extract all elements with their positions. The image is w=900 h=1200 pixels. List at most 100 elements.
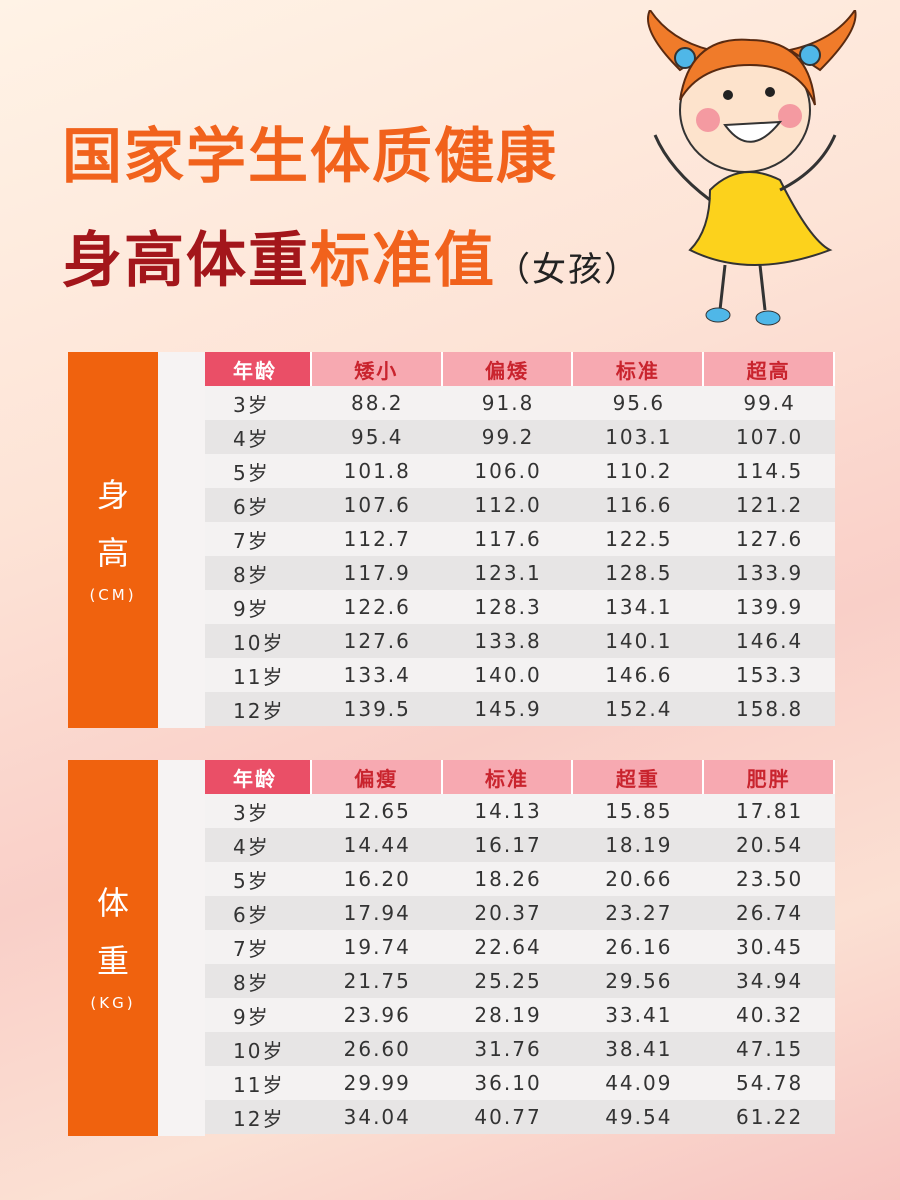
table-cell: 40.32 xyxy=(735,1003,804,1027)
table-cell: 127.6 xyxy=(343,629,411,653)
table-row: 7岁 112.7 117.6 122.5 127.6 xyxy=(205,522,835,556)
table-cell: 22.64 xyxy=(474,935,542,959)
table-cell: 122.6 xyxy=(343,595,411,619)
table-cell: 16.20 xyxy=(343,867,411,891)
column-header: 年龄 xyxy=(205,760,312,794)
table-cell: 133.8 xyxy=(474,629,542,653)
table-row: 11岁 29.99 36.10 44.09 54.78 xyxy=(205,1066,835,1100)
table-cell: 146.6 xyxy=(605,663,673,687)
table-cell: 110.2 xyxy=(605,459,673,483)
header-row: 年龄 偏瘦 标准 超重 肥胖 xyxy=(205,760,835,794)
table-row: 11岁 133.4 140.0 146.6 153.3 xyxy=(205,658,835,692)
table-cell: 54.78 xyxy=(735,1071,804,1095)
age-cell: 11岁 xyxy=(233,1072,285,1097)
age-cell: 6岁 xyxy=(233,494,270,519)
table-row: 6岁 107.6 112.0 116.6 121.2 xyxy=(205,488,835,522)
table-cell: 101.8 xyxy=(343,459,411,483)
table-cell: 17.81 xyxy=(735,799,804,823)
table-cell: 139.5 xyxy=(343,697,411,721)
table-cell: 91.8 xyxy=(481,391,535,415)
table-row: 3岁 12.65 14.13 15.85 17.81 xyxy=(205,794,835,828)
table-cell: 25.25 xyxy=(474,969,542,993)
table-cell: 29.99 xyxy=(343,1071,411,1095)
age-cell: 7岁 xyxy=(233,528,270,553)
side-strip xyxy=(158,352,205,728)
side-label: 身高 (CM) xyxy=(68,352,158,728)
age-cell: 4岁 xyxy=(233,834,270,859)
table-cell: 18.19 xyxy=(605,833,673,857)
age-cell: 9岁 xyxy=(233,1004,270,1029)
table-cell: 152.4 xyxy=(605,697,673,721)
table-cell: 18.26 xyxy=(474,867,542,891)
table-cell: 26.60 xyxy=(343,1037,411,1061)
table-cell: 117.9 xyxy=(343,561,411,585)
table-cell: 23.27 xyxy=(605,901,673,925)
column-header: 肥胖 xyxy=(704,760,835,794)
age-cell: 10岁 xyxy=(233,1038,285,1063)
age-cell: 5岁 xyxy=(233,868,270,893)
table-cell: 114.5 xyxy=(735,459,804,483)
table-cell: 95.4 xyxy=(351,425,404,449)
side-strip xyxy=(158,760,205,1136)
column-header: 年龄 xyxy=(205,352,312,386)
table-cell: 117.6 xyxy=(474,527,542,551)
age-cell: 12岁 xyxy=(233,1106,285,1131)
subtitle-part: 身高体重 xyxy=(62,226,310,296)
age-cell: 6岁 xyxy=(233,902,270,927)
table-cell: 140.0 xyxy=(474,663,542,687)
subtitle-part: （女孩） xyxy=(496,250,640,290)
table-cell: 15.85 xyxy=(605,799,673,823)
column-header: 标准 xyxy=(442,760,574,794)
age-cell: 3岁 xyxy=(233,800,270,825)
table-cell: 26.16 xyxy=(605,935,673,959)
table-row: 5岁 101.8 106.0 110.2 114.5 xyxy=(205,454,835,488)
table-cell: 107.6 xyxy=(343,493,411,517)
age-cell: 4岁 xyxy=(233,426,270,451)
side-label-char: 重 xyxy=(96,942,129,980)
table-cell: 17.94 xyxy=(343,901,411,925)
age-cell: 5岁 xyxy=(233,460,270,485)
girl-illustration xyxy=(647,10,857,326)
table-row: 9岁 23.96 28.19 33.41 40.32 xyxy=(205,998,835,1032)
side-label-char: 身 xyxy=(96,476,129,514)
table-cell: 19.74 xyxy=(343,935,411,959)
age-cell: 8岁 xyxy=(233,970,270,995)
table-cell: 103.1 xyxy=(605,425,673,449)
table-cell: 31.76 xyxy=(474,1037,542,1061)
table-cell: 99.2 xyxy=(481,425,535,449)
table-row: 5岁 16.20 18.26 20.66 23.50 xyxy=(205,862,835,896)
table-cell: 44.09 xyxy=(605,1071,673,1095)
table-cell: 36.10 xyxy=(474,1071,542,1095)
table-row: 4岁 14.44 16.17 18.19 20.54 xyxy=(205,828,835,862)
table-cell: 133.4 xyxy=(343,663,411,687)
table-cell: 26.74 xyxy=(735,901,804,925)
side-unit: (CM) xyxy=(89,586,137,604)
table-cell: 23.96 xyxy=(343,1003,411,1027)
table-row: 10岁 127.6 133.8 140.1 146.4 xyxy=(205,624,835,658)
table-cell: 128.3 xyxy=(474,595,542,619)
side-label-char: 高 xyxy=(96,534,129,572)
table-cell: 88.2 xyxy=(351,391,404,415)
table-cell: 29.56 xyxy=(605,969,673,993)
table-cell: 145.9 xyxy=(474,697,542,721)
table-row: 8岁 117.9 123.1 128.5 133.9 xyxy=(205,556,835,590)
table-cell: 34.94 xyxy=(735,969,804,993)
table: 年龄 偏瘦 标准 超重 肥胖 3岁 12.65 14.13 15.85 17.81 4岁 14.44 1… xyxy=(205,760,835,1134)
table-row: 4岁 95.4 99.2 103.1 107.0 xyxy=(205,420,835,454)
column-header: 矮小 xyxy=(311,352,443,386)
table-row: 6岁 17.94 20.37 23.27 26.74 xyxy=(205,896,835,930)
table-cell: 133.9 xyxy=(735,561,804,585)
age-cell: 12岁 xyxy=(233,698,285,723)
table-cell: 123.1 xyxy=(474,561,542,585)
table-cell: 127.6 xyxy=(735,527,804,551)
table-cell: 140.1 xyxy=(605,629,673,653)
table-cell: 40.77 xyxy=(474,1105,542,1129)
table-cell: 107.0 xyxy=(735,425,804,449)
table-cell: 30.45 xyxy=(735,935,804,959)
table-cell: 112.7 xyxy=(343,527,411,551)
table-cell: 158.8 xyxy=(735,697,804,721)
table-cell: 153.3 xyxy=(735,663,804,687)
subtitle: 身高体重标准值（女孩） xyxy=(62,212,640,299)
table-cell: 122.5 xyxy=(605,527,673,551)
